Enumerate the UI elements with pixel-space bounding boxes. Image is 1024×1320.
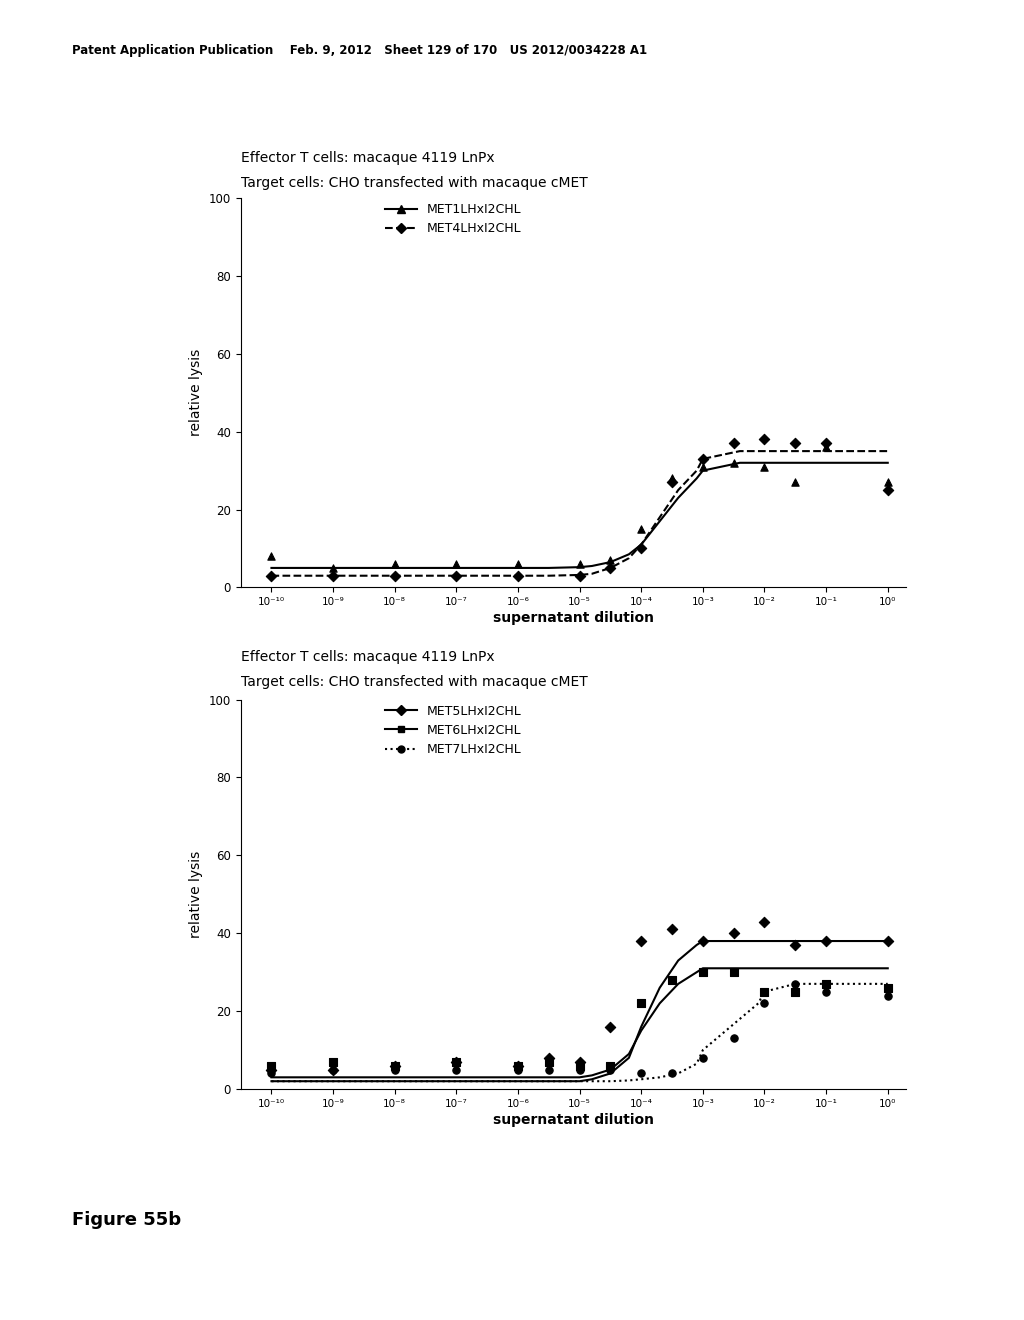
Point	[263, 545, 280, 566]
Point	[664, 467, 680, 488]
Point	[633, 931, 649, 952]
Point	[263, 1055, 280, 1076]
Point	[571, 565, 588, 586]
Point	[571, 1059, 588, 1080]
Point	[818, 437, 835, 458]
Point	[818, 981, 835, 1002]
Point	[510, 1059, 526, 1080]
Point	[541, 1059, 557, 1080]
Point	[787, 433, 804, 454]
Point	[263, 1059, 280, 1080]
Point	[510, 1055, 526, 1076]
Point	[449, 1051, 465, 1072]
Point	[541, 1051, 557, 1072]
Y-axis label: relative lysis: relative lysis	[189, 348, 203, 437]
Point	[633, 1063, 649, 1084]
Point	[510, 553, 526, 574]
Point	[880, 471, 896, 492]
Point	[818, 433, 835, 454]
Point	[694, 961, 711, 982]
Point	[325, 557, 341, 578]
Point	[694, 1047, 711, 1068]
Point	[787, 935, 804, 956]
X-axis label: supernatant dilution: supernatant dilution	[493, 611, 654, 626]
Point	[602, 1016, 618, 1038]
Point	[725, 453, 741, 474]
Point	[386, 565, 402, 586]
Point	[818, 931, 835, 952]
Point	[725, 961, 741, 982]
Point	[571, 553, 588, 574]
Text: Target cells: CHO transfected with macaque cMET: Target cells: CHO transfected with macaq…	[241, 675, 588, 689]
Point	[449, 565, 465, 586]
Point	[664, 471, 680, 492]
Point	[725, 1028, 741, 1049]
Point	[694, 449, 711, 470]
Legend: MET5LHxI2CHL, MET6LHxI2CHL, MET7LHxI2CHL: MET5LHxI2CHL, MET6LHxI2CHL, MET7LHxI2CHL	[381, 700, 526, 762]
Point	[664, 919, 680, 940]
Text: Effector T cells: macaque 4119 LnPx: Effector T cells: macaque 4119 LnPx	[241, 150, 495, 165]
Point	[325, 565, 341, 586]
Point	[449, 1059, 465, 1080]
Point	[880, 985, 896, 1006]
Point	[787, 471, 804, 492]
Point	[510, 565, 526, 586]
Point	[757, 993, 773, 1014]
Point	[664, 969, 680, 990]
Point	[263, 1063, 280, 1084]
Text: Patent Application Publication    Feb. 9, 2012   Sheet 129 of 170   US 2012/0034: Patent Application Publication Feb. 9, 2…	[72, 44, 647, 57]
Point	[602, 557, 618, 578]
Point	[325, 1059, 341, 1080]
Point	[449, 553, 465, 574]
Point	[571, 1051, 588, 1072]
Point	[325, 1059, 341, 1080]
Legend: MET1LHxI2CHL, MET4LHxI2CHL: MET1LHxI2CHL, MET4LHxI2CHL	[381, 198, 526, 240]
Point	[787, 981, 804, 1002]
Point	[386, 553, 402, 574]
Point	[510, 1055, 526, 1076]
Point	[694, 931, 711, 952]
Point	[633, 539, 649, 560]
Y-axis label: relative lysis: relative lysis	[189, 850, 203, 939]
Point	[757, 457, 773, 478]
Point	[787, 973, 804, 994]
Point	[725, 433, 741, 454]
Point	[757, 429, 773, 450]
Point	[633, 993, 649, 1014]
Point	[880, 479, 896, 500]
Point	[386, 1055, 402, 1076]
Point	[757, 911, 773, 932]
Text: Figure 55b: Figure 55b	[72, 1210, 181, 1229]
Point	[818, 973, 835, 994]
Text: Target cells: CHO transfected with macaque cMET: Target cells: CHO transfected with macaq…	[241, 176, 588, 190]
Point	[602, 1055, 618, 1076]
Point	[664, 1063, 680, 1084]
Point	[725, 923, 741, 944]
Point	[602, 1059, 618, 1080]
Point	[386, 1059, 402, 1080]
Point	[694, 457, 711, 478]
Text: Effector T cells: macaque 4119 LnPx: Effector T cells: macaque 4119 LnPx	[241, 649, 495, 664]
Point	[880, 977, 896, 998]
Point	[386, 1055, 402, 1076]
X-axis label: supernatant dilution: supernatant dilution	[493, 1113, 654, 1127]
Point	[541, 1047, 557, 1068]
Point	[757, 981, 773, 1002]
Point	[325, 1051, 341, 1072]
Point	[449, 1051, 465, 1072]
Point	[602, 549, 618, 570]
Point	[263, 565, 280, 586]
Point	[633, 519, 649, 540]
Point	[880, 931, 896, 952]
Point	[571, 1055, 588, 1076]
